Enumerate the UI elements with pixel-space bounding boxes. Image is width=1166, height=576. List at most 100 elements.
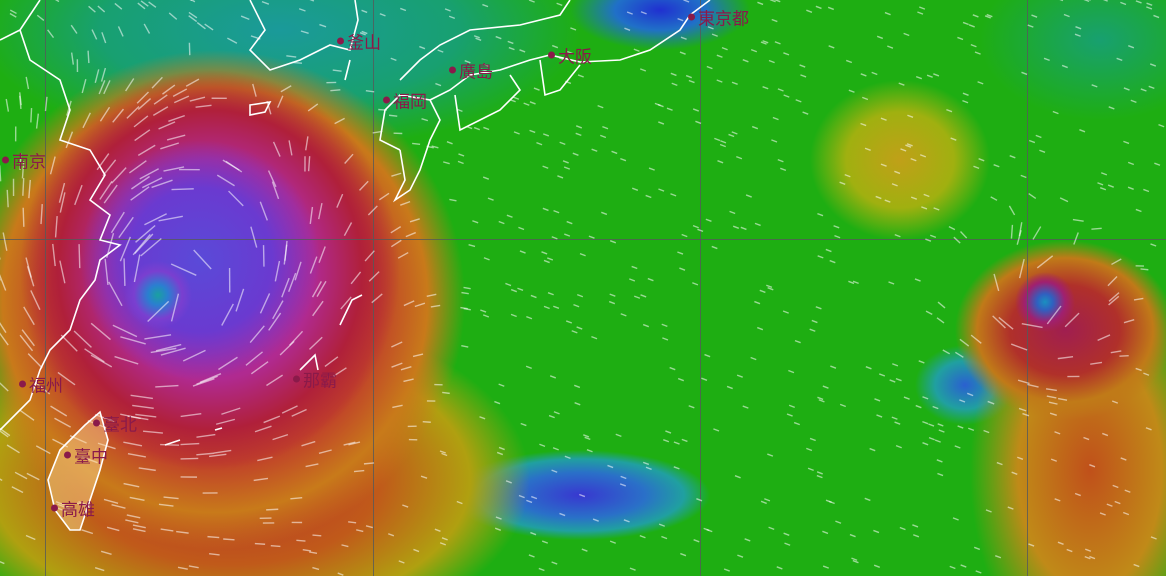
wind-streak bbox=[1036, 255, 1054, 269]
wind-streak bbox=[193, 249, 212, 270]
wind-streak bbox=[740, 226, 747, 231]
wind-streak bbox=[942, 349, 951, 355]
wind-streak bbox=[28, 179, 31, 199]
wind-streak bbox=[977, 81, 984, 85]
wind-streak bbox=[30, 290, 41, 311]
wind-streak bbox=[774, 41, 781, 45]
wind-streak bbox=[631, 265, 638, 270]
city-marker-fuzhou[interactable]: 福州 bbox=[19, 372, 63, 397]
wind-streak bbox=[361, 9, 368, 14]
wind-streak bbox=[19, 95, 22, 110]
wind-streak bbox=[705, 218, 712, 222]
wind-streak bbox=[261, 0, 270, 5]
wind-streak bbox=[573, 303, 580, 308]
wind-streak bbox=[737, 554, 744, 558]
wind-streak bbox=[430, 304, 441, 308]
wind-streak bbox=[567, 50, 574, 55]
city-marker-taipei[interactable]: 臺北 bbox=[93, 411, 137, 436]
wind-streak bbox=[1148, 85, 1155, 90]
wind-streak bbox=[848, 89, 855, 93]
wind-streak bbox=[794, 339, 801, 344]
wind-streak bbox=[661, 535, 668, 540]
wind-streak bbox=[1021, 322, 1043, 329]
wind-streak bbox=[706, 65, 713, 70]
wind-streak bbox=[163, 166, 185, 172]
wind-streak bbox=[665, 430, 672, 434]
wind-streak bbox=[252, 83, 257, 97]
wind-streak bbox=[1017, 456, 1024, 460]
wind-streak bbox=[1035, 134, 1042, 139]
city-marker-taichung[interactable]: 臺中 bbox=[64, 443, 108, 468]
wind-streak bbox=[19, 409, 35, 421]
city-marker-nanjing[interactable]: 南京 bbox=[2, 148, 46, 173]
location-dot-icon bbox=[293, 375, 300, 383]
city-marker-busan[interactable]: 釜山 bbox=[337, 29, 381, 54]
wind-streak bbox=[204, 23, 214, 31]
wind-streak bbox=[946, 108, 953, 113]
wind-streak bbox=[221, 303, 234, 326]
wind-streak bbox=[196, 375, 218, 385]
wind-streak bbox=[99, 180, 113, 200]
wind-streak bbox=[153, 94, 168, 105]
city-marker-naha[interactable]: 那霸 bbox=[293, 367, 337, 392]
wind-streak bbox=[441, 452, 448, 457]
wind-streak bbox=[125, 78, 135, 92]
city-marker-tokyo[interactable]: 東京都 bbox=[688, 5, 749, 30]
wind-streak bbox=[910, 196, 918, 200]
wind-streak bbox=[431, 145, 439, 149]
city-marker-fukuoka[interactable]: 福岡 bbox=[383, 88, 427, 113]
wind-streak bbox=[772, 116, 779, 121]
wind-streak bbox=[495, 35, 502, 40]
wind-streak bbox=[732, 225, 740, 229]
wind-streak bbox=[880, 163, 887, 167]
wind-streak bbox=[774, 0, 781, 3]
wind-streak bbox=[816, 471, 823, 475]
wind-streak bbox=[289, 330, 304, 346]
wind-streak bbox=[695, 120, 702, 125]
wind-streak bbox=[607, 464, 614, 469]
wind-streak bbox=[658, 523, 666, 527]
wind-streak bbox=[1010, 343, 1028, 351]
wind-streak bbox=[562, 160, 569, 164]
wind-streak bbox=[575, 132, 582, 137]
wind-streak bbox=[1011, 471, 1018, 475]
wind-streak bbox=[954, 445, 961, 449]
wind-streak bbox=[742, 59, 749, 63]
wind-streak bbox=[602, 125, 609, 130]
wind-streak bbox=[81, 78, 87, 94]
wind-streak bbox=[661, 323, 668, 328]
wind-streak bbox=[898, 82, 905, 86]
wind-streak bbox=[155, 384, 179, 388]
city-marker-osaka[interactable]: 大阪 bbox=[548, 43, 592, 68]
city-marker-kaohsiung[interactable]: 高雄 bbox=[51, 496, 95, 521]
wind-streak bbox=[526, 315, 533, 320]
wind-streak bbox=[1120, 1, 1127, 6]
city-marker-hiroshima[interactable]: 廣島 bbox=[449, 58, 493, 83]
wind-streak bbox=[564, 455, 571, 460]
wind-streak bbox=[140, 0, 149, 7]
wind-streak bbox=[138, 467, 156, 472]
wind-streak bbox=[151, 76, 163, 89]
wind-streak bbox=[0, 332, 9, 346]
location-dot-icon bbox=[383, 96, 390, 104]
wind-streak bbox=[852, 559, 859, 564]
wind-streak bbox=[137, 144, 156, 156]
wind-streak bbox=[768, 59, 775, 64]
wind-streak bbox=[188, 11, 198, 19]
wind-streak bbox=[591, 148, 598, 152]
graticule-line bbox=[1027, 0, 1028, 576]
wind-streak bbox=[19, 334, 34, 352]
wind-streak bbox=[679, 267, 686, 271]
wind-streak bbox=[1061, 64, 1068, 69]
wind-streak bbox=[1143, 372, 1150, 376]
wind-streak bbox=[851, 557, 858, 561]
wind-streak bbox=[482, 3, 489, 8]
wind-streak bbox=[25, 534, 36, 541]
wind-streak bbox=[970, 334, 982, 344]
wind-streak bbox=[1123, 87, 1130, 91]
wind-streak bbox=[609, 240, 617, 244]
wind-streak bbox=[171, 188, 194, 191]
wind-streak bbox=[588, 235, 595, 239]
wind-streak bbox=[719, 143, 726, 148]
